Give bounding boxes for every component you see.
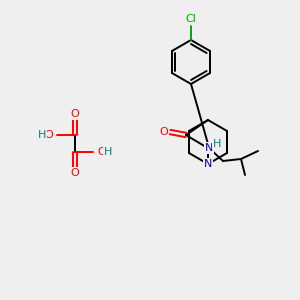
Text: O: O	[160, 127, 168, 137]
Text: O: O	[44, 130, 53, 140]
Text: O: O	[70, 109, 80, 119]
Text: O: O	[70, 168, 80, 178]
Text: O: O	[97, 147, 106, 157]
Text: H: H	[213, 139, 221, 149]
Text: H: H	[104, 147, 112, 157]
Text: N: N	[205, 143, 213, 153]
Text: H: H	[38, 130, 46, 140]
Text: N: N	[204, 159, 212, 169]
Text: Cl: Cl	[186, 14, 196, 24]
